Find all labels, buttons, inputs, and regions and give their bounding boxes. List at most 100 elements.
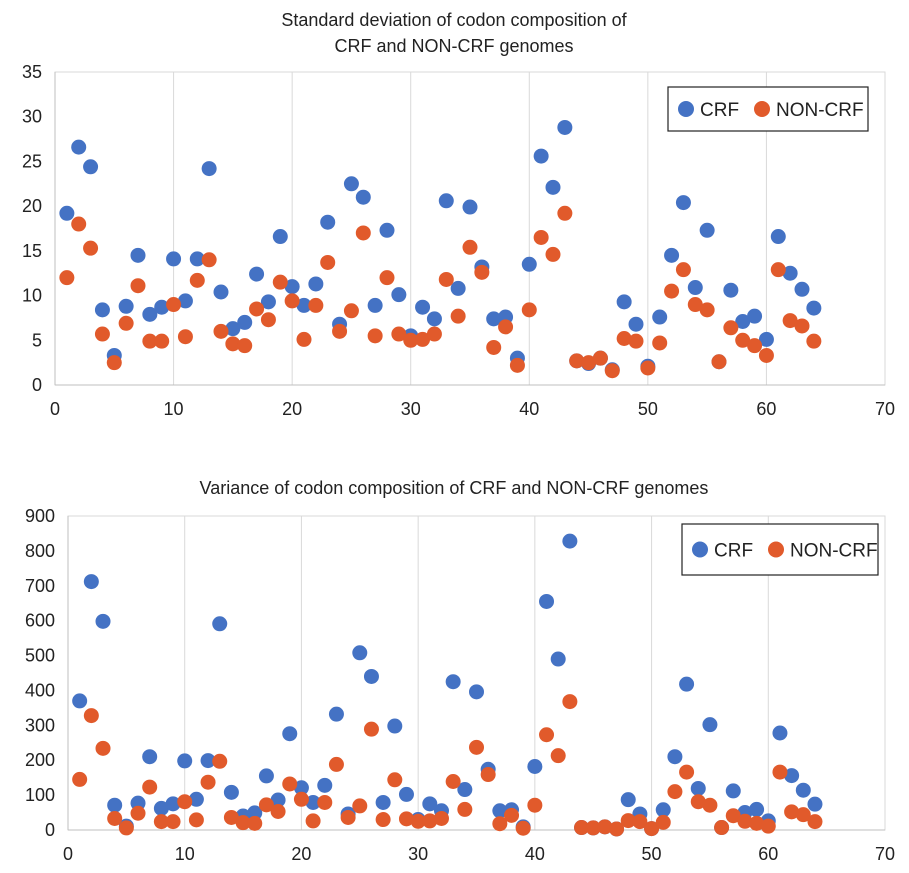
series-non-crf bbox=[59, 205, 822, 379]
data-point-non-crf bbox=[725, 808, 741, 824]
data-point-non-crf bbox=[616, 330, 632, 346]
data-point-crf bbox=[189, 251, 205, 267]
data-point-crf bbox=[702, 717, 718, 733]
data-point-non-crf bbox=[604, 363, 620, 379]
data-point-crf bbox=[679, 676, 695, 692]
data-point-crf bbox=[260, 294, 276, 310]
data-point-crf bbox=[72, 693, 88, 709]
data-point-non-crf bbox=[106, 355, 122, 371]
data-point-crf bbox=[165, 796, 181, 812]
data-point-non-crf bbox=[632, 814, 648, 830]
variance-chart-svg: Variance of codon composition of CRF and… bbox=[25, 478, 895, 864]
data-point-non-crf bbox=[445, 774, 461, 790]
legend-marker-non-crf bbox=[768, 541, 784, 558]
data-point-crf bbox=[247, 805, 263, 821]
data-point-non-crf bbox=[675, 262, 691, 278]
data-point-non-crf bbox=[332, 323, 348, 339]
series-non-crf bbox=[72, 694, 823, 837]
data-point-crf bbox=[469, 684, 484, 700]
data-point-non-crf bbox=[72, 771, 88, 787]
data-point-non-crf bbox=[237, 338, 253, 354]
x-tick-label: 20 bbox=[291, 844, 311, 864]
data-point-non-crf bbox=[293, 791, 309, 807]
data-point-non-crf bbox=[340, 809, 356, 825]
data-point-non-crf bbox=[620, 813, 636, 829]
data-point-non-crf bbox=[550, 748, 566, 764]
data-point-crf bbox=[699, 222, 715, 238]
data-point-non-crf bbox=[225, 336, 241, 352]
data-point-crf bbox=[272, 229, 288, 245]
x-tick-label: 0 bbox=[63, 844, 73, 864]
data-point-non-crf bbox=[317, 794, 333, 810]
data-point-crf bbox=[758, 331, 774, 347]
data-point-non-crf bbox=[711, 354, 727, 370]
data-point-non-crf bbox=[784, 804, 800, 820]
data-point-crf bbox=[177, 293, 193, 309]
data-point-non-crf bbox=[585, 820, 601, 836]
data-point-crf bbox=[284, 279, 300, 295]
data-point-non-crf bbox=[557, 205, 573, 221]
y-tick-label: 30 bbox=[22, 107, 42, 127]
data-point-non-crf bbox=[795, 807, 811, 823]
legend: CRF NON-CRF bbox=[681, 523, 879, 576]
data-point-non-crf bbox=[772, 764, 788, 780]
data-point-non-crf bbox=[235, 815, 251, 831]
data-point-non-crf bbox=[438, 271, 454, 287]
legend-label-crf: CRF bbox=[714, 541, 753, 562]
data-point-crf bbox=[652, 309, 668, 325]
data-point-non-crf bbox=[415, 331, 431, 347]
x-tick-label: 50 bbox=[642, 844, 662, 864]
data-point-crf bbox=[747, 308, 763, 324]
data-point-crf bbox=[367, 297, 383, 313]
data-point-crf bbox=[749, 801, 765, 817]
std-dev-chart: Standard deviation of codon composition … bbox=[0, 0, 909, 436]
data-point-crf bbox=[735, 314, 751, 330]
y-tick-label: 600 bbox=[25, 611, 55, 631]
data-point-crf bbox=[308, 276, 324, 292]
data-point-crf bbox=[628, 316, 644, 332]
data-point-non-crf bbox=[375, 812, 391, 828]
data-point-non-crf bbox=[807, 814, 823, 830]
data-point-crf bbox=[142, 749, 158, 765]
data-point-non-crf bbox=[687, 297, 703, 313]
data-point-crf bbox=[118, 298, 134, 314]
y-tick-label: 0 bbox=[45, 820, 55, 840]
data-point-crf bbox=[249, 266, 265, 282]
data-point-non-crf bbox=[118, 820, 134, 836]
data-point-non-crf bbox=[83, 240, 99, 256]
x-tick-label: 70 bbox=[875, 844, 895, 864]
data-point-non-crf bbox=[343, 303, 359, 319]
data-point-non-crf bbox=[509, 357, 525, 373]
data-point-non-crf bbox=[533, 229, 549, 245]
data-point-non-crf bbox=[714, 820, 730, 836]
data-point-non-crf bbox=[258, 797, 274, 813]
data-point-crf bbox=[772, 725, 788, 741]
data-point-non-crf bbox=[794, 318, 810, 334]
data-point-non-crf bbox=[462, 239, 478, 255]
data-point-non-crf bbox=[480, 767, 496, 783]
data-point-non-crf bbox=[355, 225, 371, 241]
data-point-crf bbox=[655, 802, 671, 818]
data-point-crf bbox=[438, 193, 454, 209]
y-tick-label: 10 bbox=[22, 286, 42, 306]
x-tick-label: 50 bbox=[638, 399, 658, 419]
data-point-crf bbox=[142, 306, 158, 322]
x-tick-label: 60 bbox=[758, 844, 778, 864]
data-point-crf bbox=[83, 574, 99, 590]
data-point-non-crf bbox=[284, 293, 300, 309]
y-tick-label: 700 bbox=[25, 576, 55, 596]
data-point-crf bbox=[492, 803, 508, 819]
data-point-non-crf bbox=[391, 326, 407, 342]
data-point-non-crf bbox=[272, 274, 288, 290]
data-point-non-crf bbox=[305, 813, 321, 829]
chart-title-line: Standard deviation of codon composition … bbox=[281, 10, 627, 30]
x-tick-label: 70 bbox=[875, 399, 895, 419]
data-point-non-crf bbox=[247, 815, 263, 831]
data-point-non-crf bbox=[562, 694, 578, 710]
data-point-non-crf bbox=[83, 708, 99, 724]
y-tick-label: 20 bbox=[22, 196, 42, 216]
data-point-non-crf bbox=[664, 283, 680, 299]
data-point-crf bbox=[450, 280, 466, 296]
data-point-non-crf bbox=[655, 814, 671, 830]
data-point-crf bbox=[258, 768, 274, 784]
